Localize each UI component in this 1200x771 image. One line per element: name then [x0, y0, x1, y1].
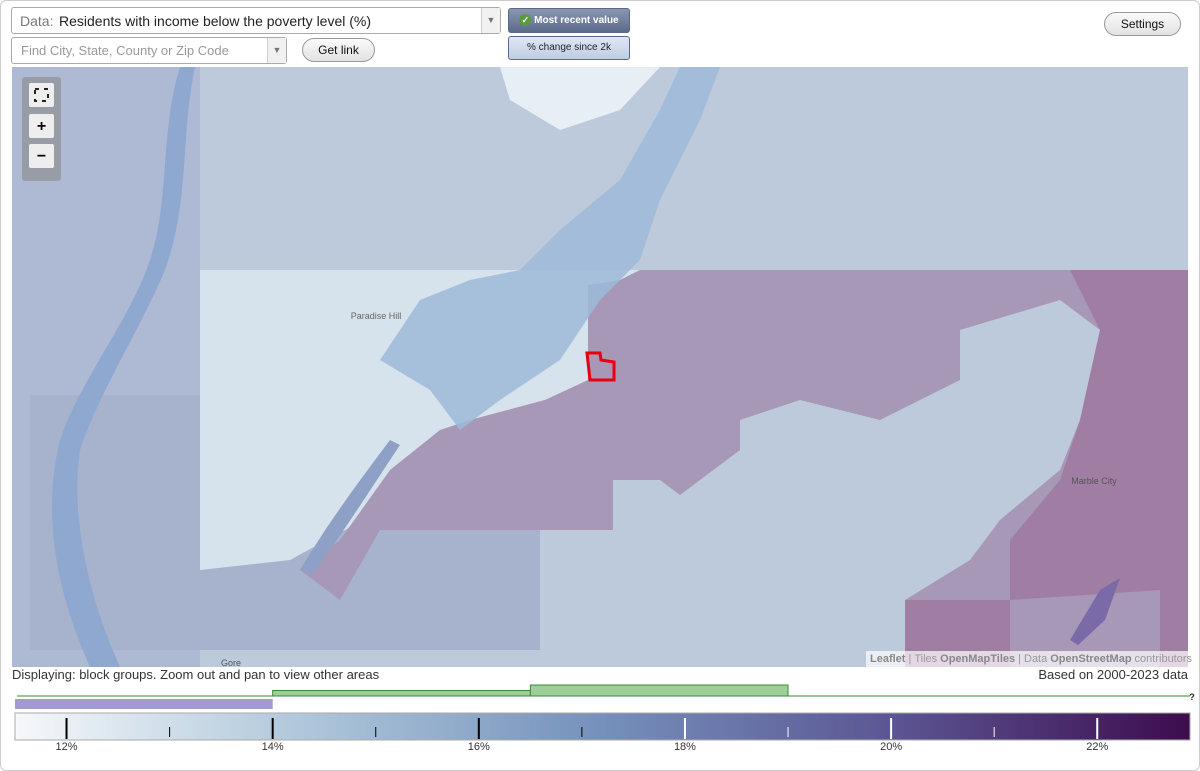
fullscreen-icon: [34, 88, 49, 102]
mode-button-active[interactable]: ✓ Most recent value: [508, 8, 630, 33]
water: [51, 67, 195, 667]
dropdown-caret[interactable]: ▼: [481, 8, 500, 33]
data-select[interactable]: Data: Residents with income below the po…: [11, 7, 501, 34]
zoom-out-label: −: [37, 148, 46, 165]
data-value: Residents with income below the poverty …: [59, 13, 372, 29]
region: [300, 270, 1188, 667]
histogram-bar: [272, 690, 531, 697]
attribution-link[interactable]: Leaflet: [870, 653, 906, 665]
attribution-text: |: [1018, 653, 1021, 665]
zoom-in-button[interactable]: [29, 114, 54, 138]
tick-label: 20%: [880, 741, 902, 753]
legend: 12% 14% 16% 18% 20% 22%?: [15, 684, 1195, 753]
mode-button[interactable]: % change since 2k: [508, 36, 630, 60]
search-placeholder: Find City, State, County or Zip Code: [21, 43, 229, 58]
water: [1070, 578, 1120, 645]
tick-label: 18%: [674, 741, 696, 753]
tick-label: 22%: [1086, 741, 1108, 753]
place-label: Marble City: [1071, 476, 1117, 486]
place-label: Gore: [221, 658, 241, 668]
get-link-button[interactable]: Get link: [302, 38, 375, 62]
attribution-text: Tiles: [914, 653, 938, 665]
attribution: Leaflet | Tiles OpenMapTiles | Data OpenStreet…: [866, 651, 1200, 667]
check-icon: ✓: [519, 14, 532, 27]
selected-area[interactable]: [585, 351, 616, 382]
status-text: Displaying: block groups. Zoom out and p…: [12, 667, 380, 682]
attribution-text: Data: [1024, 653, 1048, 665]
dropdown-caret[interactable]: ▼: [267, 38, 286, 63]
map[interactable]: Paradise Hill Marble City Gore + −: [12, 67, 1188, 668]
region: [500, 67, 660, 130]
attribution-text: |: [908, 653, 912, 665]
zoom-out-button[interactable]: [29, 144, 54, 168]
fullscreen-button[interactable]: [29, 83, 54, 107]
tick-label: 16%: [468, 741, 490, 753]
place-label: Paradise Hill: [351, 311, 402, 321]
mode-label: Most recent value: [534, 15, 619, 26]
data-range-text: Based on 2000-2023 data: [1038, 667, 1188, 682]
region: [1010, 270, 1188, 667]
water: [380, 67, 720, 430]
zoom-in-label: +: [37, 118, 46, 135]
attribution-link[interactable]: OpenMapTiles: [940, 653, 1016, 665]
settings-button[interactable]: Settings: [1104, 12, 1181, 36]
search-box[interactable]: Find City, State, County or Zip Code ▼: [11, 37, 287, 64]
histogram-bar: [529, 684, 789, 697]
attribution-text: contributors: [1134, 653, 1193, 665]
color-scale: [14, 712, 1191, 741]
attribution-link[interactable]: OpenStreetMap: [1050, 653, 1132, 665]
help-mark: ?: [1189, 692, 1195, 702]
data-label: Data:: [20, 13, 54, 29]
region: [905, 600, 1010, 667]
selected-bin: [15, 699, 273, 709]
tick-label: 14%: [262, 741, 284, 753]
tick-label: 12%: [56, 741, 78, 753]
water: [300, 440, 400, 575]
